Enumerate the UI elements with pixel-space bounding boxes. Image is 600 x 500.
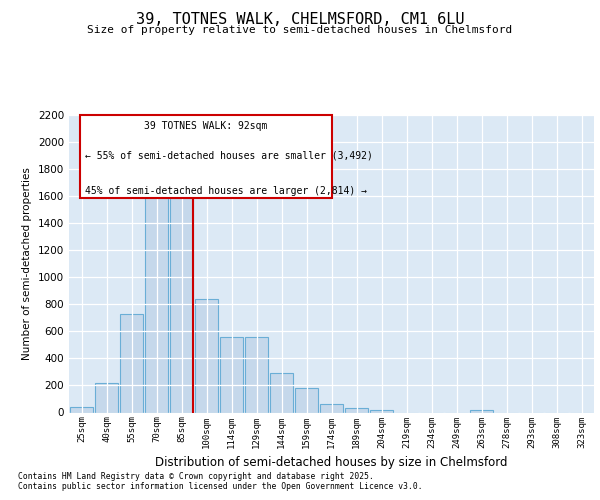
Bar (170, 190, 193, 412)
Text: 45% of semi-detached houses are larger (2,814) →: 45% of semi-detached houses are larger (… (85, 186, 367, 196)
Bar (220, 338, 243, 412)
Bar (145, 188, 168, 412)
Bar (195, 299, 218, 412)
Bar (245, 338, 268, 412)
X-axis label: Distribution of semi-detached houses by size in Chelmsford: Distribution of semi-detached houses by … (155, 456, 508, 469)
Bar (95, 383, 118, 412)
Text: Size of property relative to semi-detached houses in Chelmsford: Size of property relative to semi-detach… (88, 25, 512, 35)
FancyBboxPatch shape (79, 115, 331, 198)
Text: 39, TOTNES WALK, CHELMSFORD, CM1 6LU: 39, TOTNES WALK, CHELMSFORD, CM1 6LU (136, 12, 464, 28)
Text: ← 55% of semi-detached houses are smaller (3,492): ← 55% of semi-detached houses are smalle… (85, 150, 373, 160)
Bar (320, 404, 343, 412)
Y-axis label: Number of semi-detached properties: Number of semi-detached properties (22, 168, 32, 360)
Bar (345, 408, 368, 412)
Bar (295, 388, 318, 412)
Text: Contains HM Land Registry data © Crown copyright and database right 2025.: Contains HM Land Registry data © Crown c… (18, 472, 374, 481)
Bar (470, 410, 493, 412)
Text: Contains public sector information licensed under the Open Government Licence v3: Contains public sector information licen… (18, 482, 422, 491)
Bar (370, 410, 393, 412)
Bar (70, 407, 93, 412)
Bar (270, 372, 293, 412)
Text: 39 TOTNES WALK: 92sqm: 39 TOTNES WALK: 92sqm (144, 121, 267, 131)
Bar (120, 314, 143, 412)
